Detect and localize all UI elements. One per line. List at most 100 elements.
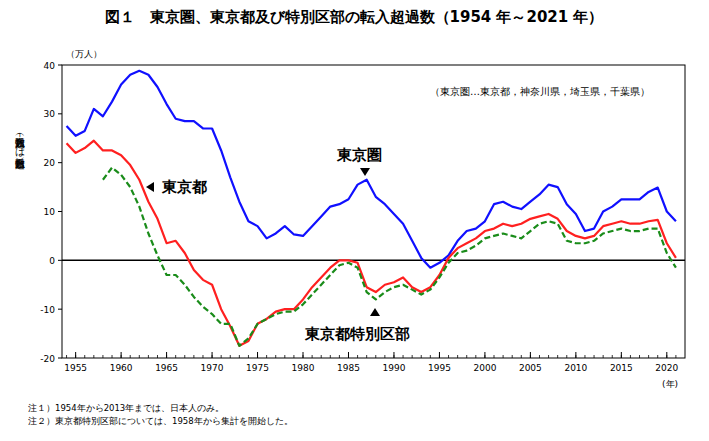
x-minor-tick bbox=[594, 355, 595, 358]
x-minor-tick bbox=[521, 355, 522, 358]
x-minor-tick bbox=[612, 355, 613, 358]
y-tick bbox=[58, 162, 62, 163]
x-minor-tick bbox=[539, 355, 540, 358]
footnote: 注２）東京都特別区部については、1958年から集計を開始した。 bbox=[28, 416, 293, 426]
x-tick bbox=[166, 352, 167, 358]
x-minor-tick bbox=[157, 355, 158, 358]
x-minor-tick bbox=[239, 355, 240, 358]
x-minor-tick bbox=[357, 355, 358, 358]
x-minor-tick bbox=[603, 355, 604, 358]
x-minor-tick bbox=[639, 355, 640, 358]
label-arrow bbox=[360, 168, 370, 176]
x-minor-tick bbox=[557, 355, 558, 358]
x-minor-tick bbox=[221, 355, 222, 358]
x-tick-label: 1985 bbox=[337, 363, 360, 373]
series-group bbox=[67, 71, 676, 346]
x-minor-tick bbox=[584, 355, 585, 358]
y-tick-label: -10 bbox=[40, 305, 55, 315]
x-tick bbox=[484, 352, 485, 358]
x-minor-tick bbox=[275, 355, 276, 358]
x-tick bbox=[303, 352, 304, 358]
x-minor-tick bbox=[648, 355, 649, 358]
y-tick bbox=[58, 358, 62, 359]
series-label: 東京都特別区部 bbox=[304, 325, 410, 343]
y-tick-label: 40 bbox=[44, 61, 56, 71]
x-minor-tick bbox=[102, 355, 103, 358]
x-tick-label: 2000 bbox=[473, 363, 496, 373]
x-minor-tick bbox=[66, 355, 67, 358]
x-minor-tick bbox=[630, 355, 631, 358]
x-minor-tick bbox=[148, 355, 149, 358]
x-tick bbox=[121, 352, 122, 358]
x-tick bbox=[530, 352, 531, 358]
y-tick bbox=[58, 113, 62, 114]
x-minor-tick bbox=[339, 355, 340, 358]
y-unit: （万人） bbox=[66, 49, 102, 59]
x-tick bbox=[348, 352, 349, 358]
x-minor-tick bbox=[457, 355, 458, 358]
x-tick-label: 2010 bbox=[564, 363, 587, 373]
plot-frame bbox=[62, 65, 685, 358]
footnote: 注１）1954年から2013年までは、日本人のみ。 bbox=[28, 403, 224, 413]
x-minor-tick bbox=[184, 355, 185, 358]
y-tick bbox=[58, 65, 62, 66]
y-tick bbox=[58, 309, 62, 310]
y-tick bbox=[58, 260, 62, 261]
y-label: 転入超過数（－は転出超過数） bbox=[15, 130, 26, 170]
x-minor-tick bbox=[421, 355, 422, 358]
x-tick-label: 1970 bbox=[201, 363, 224, 373]
x-tick-label: 1990 bbox=[383, 363, 406, 373]
x-minor-tick bbox=[202, 355, 203, 358]
x-tick-label: 1995 bbox=[428, 363, 451, 373]
x-tick-label: 1965 bbox=[155, 363, 178, 373]
label-arrow bbox=[370, 308, 380, 316]
x-minor-tick bbox=[230, 355, 231, 358]
x-minor-tick bbox=[548, 355, 549, 358]
x-minor-tick bbox=[375, 355, 376, 358]
x-minor-tick bbox=[139, 355, 140, 358]
x-minor-tick bbox=[494, 355, 495, 358]
x-minor-tick bbox=[312, 355, 313, 358]
x-tick-label: 2015 bbox=[610, 363, 633, 373]
x-label: (年) bbox=[662, 379, 678, 389]
chart-root: 図１ 東京圏、東京都及び特別区部の転入超過数（1954 年～2021 年） （万人… bbox=[0, 0, 709, 441]
x-minor-tick bbox=[112, 355, 113, 358]
x-minor-tick bbox=[284, 355, 285, 358]
y-tick-label: -20 bbox=[40, 354, 55, 364]
x-tick bbox=[439, 352, 440, 358]
series-line bbox=[67, 141, 676, 346]
x-minor-tick bbox=[430, 355, 431, 358]
x-minor-tick bbox=[412, 355, 413, 358]
x-minor-tick bbox=[512, 355, 513, 358]
y-tick-label: 0 bbox=[49, 256, 55, 266]
x-minor-tick bbox=[675, 355, 676, 358]
x-minor-tick bbox=[293, 355, 294, 358]
x-minor-tick bbox=[566, 355, 567, 358]
label-arrow bbox=[146, 182, 154, 192]
y-tick-label: 20 bbox=[44, 158, 56, 168]
x-tick-label: 1955 bbox=[64, 363, 87, 373]
x-tick-label: 1980 bbox=[292, 363, 315, 373]
x-minor-tick bbox=[366, 355, 367, 358]
x-minor-tick bbox=[475, 355, 476, 358]
x-tick bbox=[257, 352, 258, 358]
x-minor-tick bbox=[330, 355, 331, 358]
x-minor-tick bbox=[403, 355, 404, 358]
x-minor-tick bbox=[130, 355, 131, 358]
series-label: 東京圏 bbox=[336, 146, 382, 164]
x-tick bbox=[393, 352, 394, 358]
y-tick-label: 10 bbox=[44, 207, 56, 217]
x-tick bbox=[621, 352, 622, 358]
x-minor-tick bbox=[657, 355, 658, 358]
x-tick-label: 2005 bbox=[519, 363, 542, 373]
x-minor-tick bbox=[248, 355, 249, 358]
x-tick-label: 1975 bbox=[246, 363, 269, 373]
chart-title: 図１ 東京圏、東京都及び特別区部の転入超過数（1954 年～2021 年） bbox=[105, 8, 604, 26]
chart-svg: 図１ 東京圏、東京都及び特別区部の転入超過数（1954 年～2021 年） （万人… bbox=[0, 0, 709, 441]
x-minor-tick bbox=[84, 355, 85, 358]
x-minor-tick bbox=[175, 355, 176, 358]
zero-line bbox=[62, 260, 685, 262]
x-tick bbox=[212, 352, 213, 358]
x-minor-tick bbox=[503, 355, 504, 358]
x-minor-tick bbox=[193, 355, 194, 358]
